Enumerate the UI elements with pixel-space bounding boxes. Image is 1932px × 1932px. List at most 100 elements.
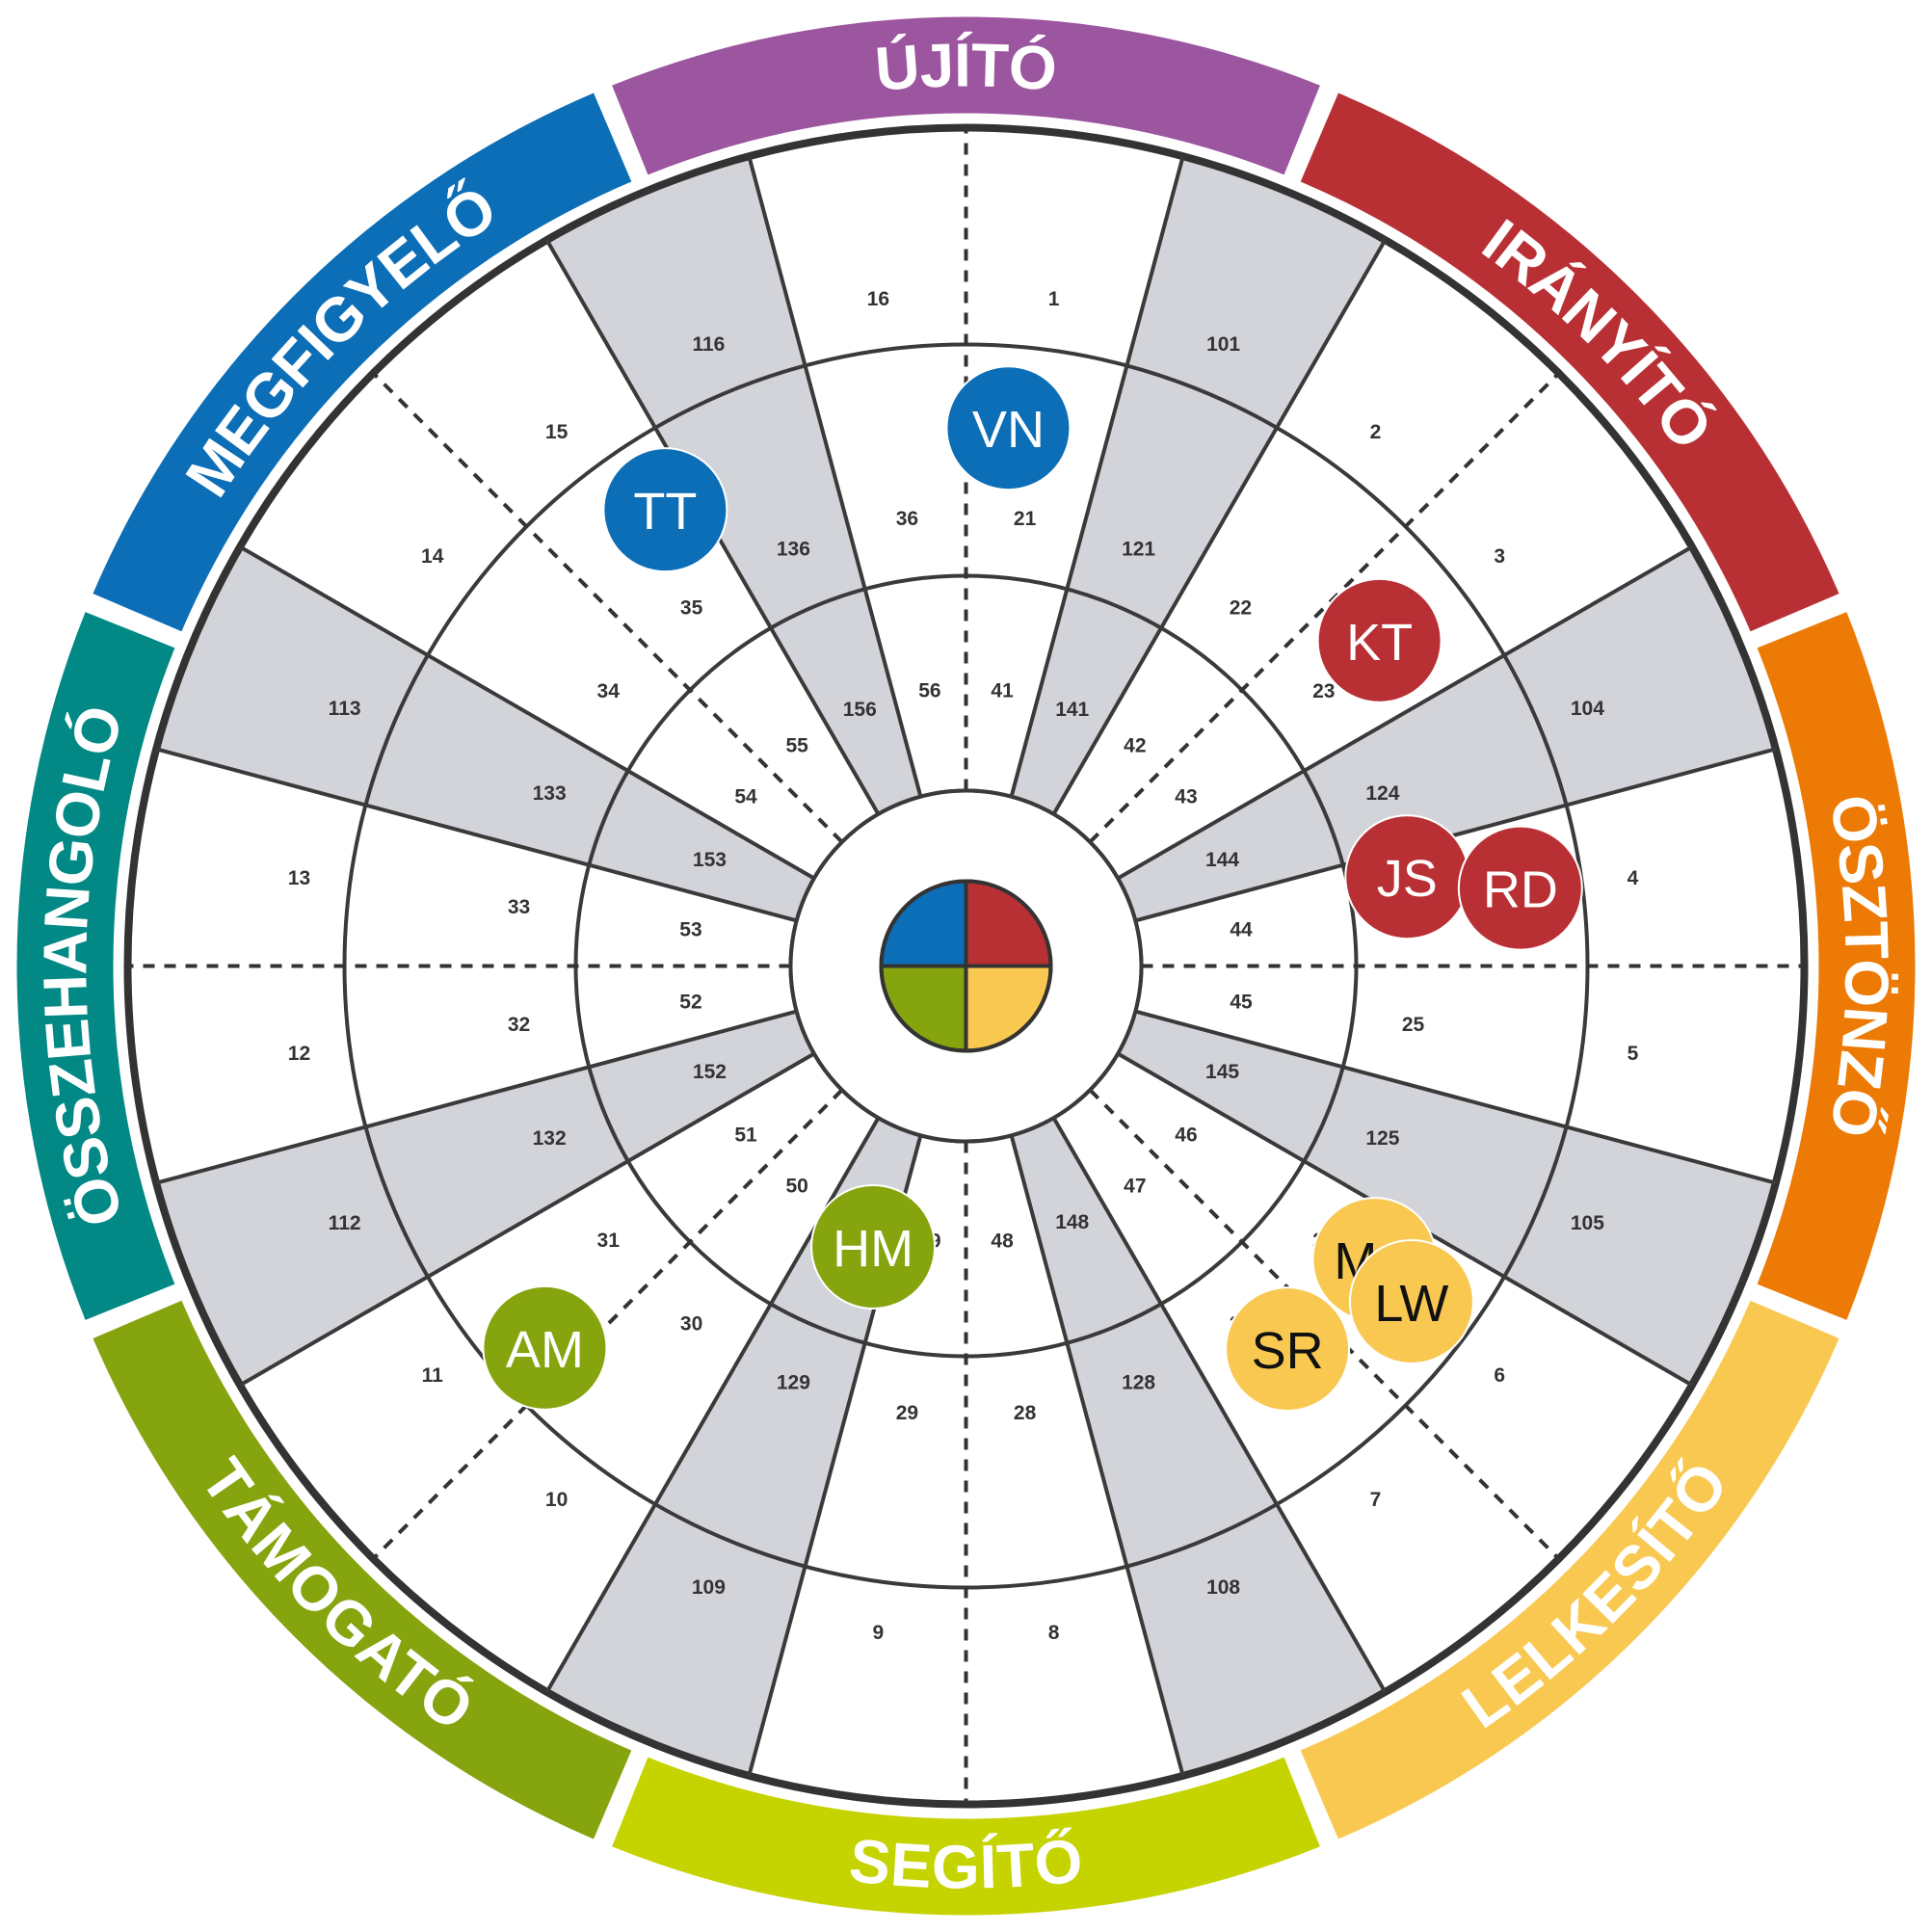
position-number: 2	[1370, 421, 1382, 443]
marker-label: VN	[972, 401, 1045, 459]
position-number: 21	[1014, 508, 1037, 530]
dashed-axis	[373, 1088, 844, 1559]
segment-iranyito	[1300, 93, 1839, 632]
center-hub	[788, 788, 1144, 1144]
divider-line	[1009, 1134, 1185, 1777]
divider-line	[1117, 544, 1693, 881]
position-number: 36	[896, 508, 918, 530]
divider-line	[155, 747, 798, 923]
position-number: 156	[843, 699, 877, 721]
segment-label-segito: SEGÍTŐ	[846, 1825, 1086, 1902]
segment-label-lelkesito: LELKESÍTŐ	[1450, 1450, 1742, 1742]
segment-label-megfigyelo: MEGFIGYELŐ	[172, 172, 509, 509]
marker-label: SR	[1252, 1322, 1324, 1380]
marker-dot	[1348, 1238, 1474, 1364]
divider-line	[1134, 1009, 1777, 1185]
position-number: 113	[329, 698, 361, 720]
segment-ujito	[612, 16, 1320, 175]
position-number: 10	[545, 1489, 568, 1511]
position-number: 45	[1230, 992, 1253, 1014]
marker-dot	[602, 447, 728, 573]
divider-line	[239, 1051, 815, 1388]
position-number: 141	[1055, 699, 1089, 721]
position-number: 112	[329, 1212, 361, 1234]
marker-label: TT	[633, 483, 697, 541]
position-number: 124	[1365, 782, 1399, 805]
marker-rd[interactable]: RD	[1457, 825, 1583, 951]
dashed-axis	[1088, 1088, 1559, 1559]
gray-wedge	[1011, 1118, 1386, 1776]
marker-js[interactable]: JS	[1344, 814, 1470, 940]
divider-line	[1134, 747, 1777, 923]
divider-line	[1051, 1117, 1388, 1693]
position-number: 4	[1628, 867, 1639, 889]
position-number: 33	[508, 896, 530, 918]
position-number: 23	[1312, 680, 1335, 702]
position-number: 11	[422, 1364, 444, 1387]
position-number: 108	[1206, 1576, 1240, 1599]
segment-segito	[612, 1757, 1320, 1916]
marker-label: RD	[1483, 861, 1558, 919]
marker-dot	[1225, 1286, 1351, 1413]
marker-dot	[1316, 577, 1442, 703]
position-number: 8	[1048, 1622, 1060, 1644]
divider-line	[1009, 155, 1185, 798]
position-number: 28	[1014, 1402, 1037, 1424]
marker-label: LW	[1374, 1275, 1448, 1333]
marker-am[interactable]: AM	[482, 1284, 608, 1411]
position-number: 109	[692, 1576, 726, 1599]
marker-kt[interactable]: KT	[1316, 577, 1442, 703]
position-number: 31	[597, 1230, 621, 1252]
position-number: 16	[867, 288, 889, 310]
position-number: 25	[1402, 1014, 1425, 1036]
position-number: 48	[991, 1231, 1014, 1253]
segment-label-ujito: ÚJÍTÓ	[873, 30, 1060, 104]
position-number: 15	[545, 421, 569, 443]
marker-tt[interactable]: TT	[602, 447, 728, 573]
dashed-axis	[373, 373, 844, 844]
position-number: 13	[288, 867, 310, 889]
position-number: 41	[991, 679, 1014, 701]
position-number: 34	[597, 680, 621, 702]
gray-wedge	[546, 156, 921, 814]
position-number: 42	[1124, 735, 1146, 757]
segment-tamogato	[93, 1300, 632, 1839]
position-number: 46	[1175, 1124, 1197, 1146]
position-number: 9	[873, 1622, 885, 1644]
person-markers: VNTTKTJSRDMCLWSRHMAM	[482, 365, 1583, 1413]
position-number: 128	[1122, 1371, 1155, 1393]
position-number: 148	[1055, 1211, 1089, 1233]
position-number: 132	[533, 1127, 567, 1150]
position-number: 105	[1571, 1212, 1604, 1234]
outer-ring	[123, 123, 1809, 1809]
position-number: 104	[1571, 698, 1604, 720]
position-number: 22	[1230, 597, 1252, 620]
marker-vn[interactable]: VN	[945, 365, 1072, 491]
segment-lelkesito	[1300, 1300, 1839, 1839]
marker-label: KT	[1346, 614, 1413, 672]
position-number: 6	[1494, 1364, 1505, 1387]
marker-dot	[810, 1183, 937, 1310]
position-number: 116	[692, 333, 725, 356]
position-number: 32	[508, 1014, 530, 1036]
segment-osztonzo	[1757, 612, 1916, 1320]
position-number: 52	[679, 992, 701, 1014]
position-number: 56	[918, 679, 940, 701]
position-number: 136	[777, 539, 810, 561]
position-number: 3	[1494, 545, 1505, 568]
marker-hm[interactable]: HM	[810, 1183, 937, 1310]
position-number: 1	[1048, 288, 1060, 310]
gray-wedge	[1118, 546, 1776, 921]
gray-wedge	[156, 1011, 814, 1386]
marker-lw[interactable]: LW	[1348, 1238, 1474, 1364]
dashed-axes	[129, 129, 1803, 1803]
marker-label: JS	[1377, 850, 1438, 908]
position-number: 5	[1628, 1043, 1639, 1065]
position-number: 153	[693, 849, 727, 871]
position-number: 55	[785, 735, 808, 757]
position-number: 133	[533, 782, 567, 805]
dashed-axis	[1088, 373, 1559, 844]
marker-sr[interactable]: SR	[1225, 1286, 1351, 1413]
divider-line	[747, 155, 923, 798]
hub-outline	[788, 788, 1144, 1144]
